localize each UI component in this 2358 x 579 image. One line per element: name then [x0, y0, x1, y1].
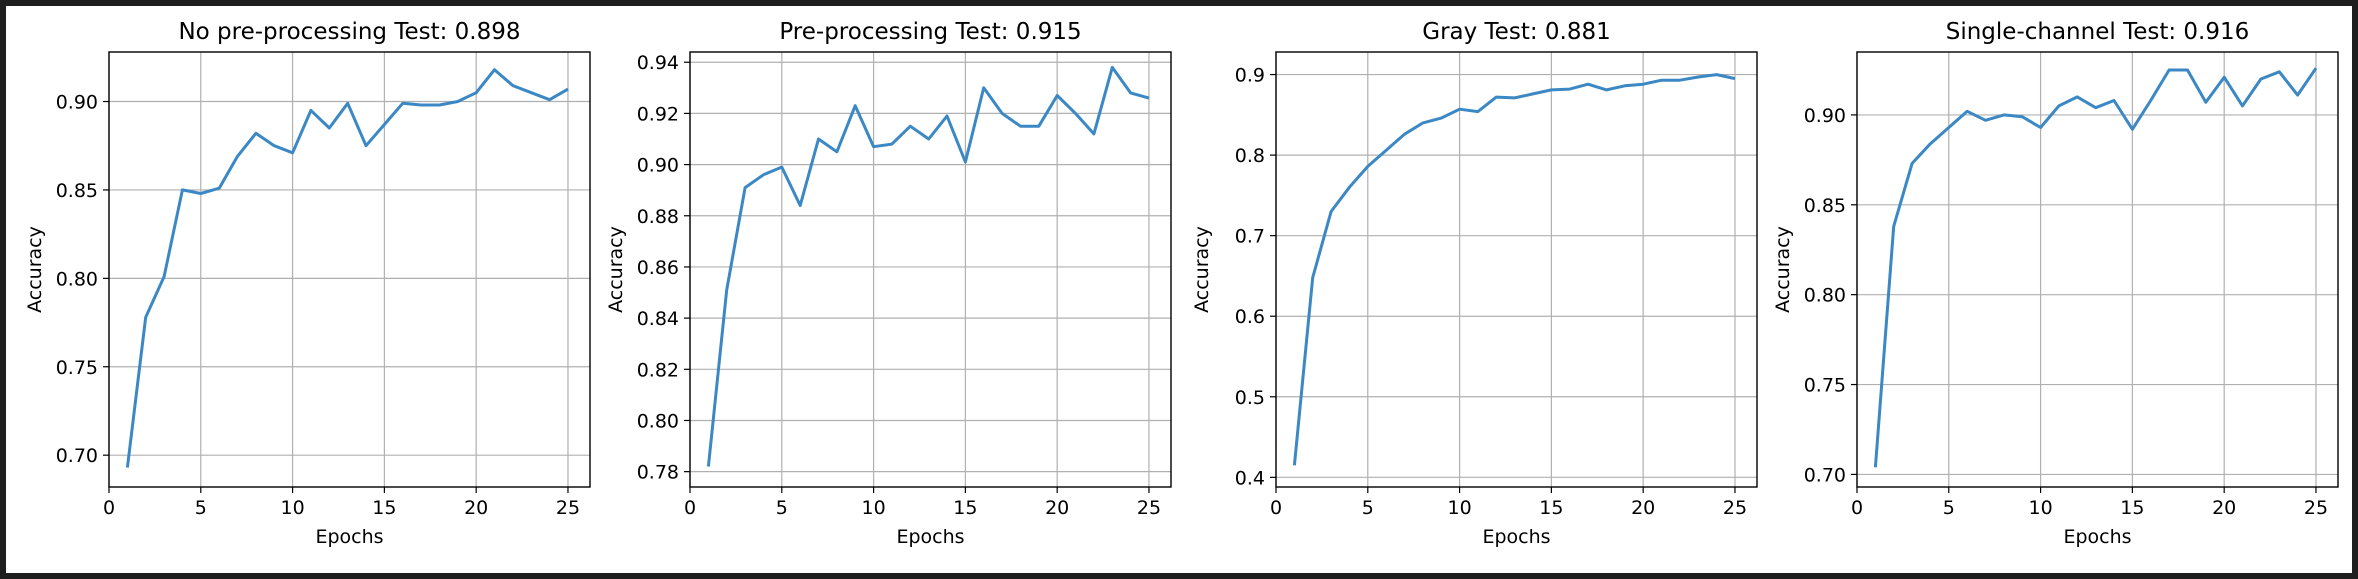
y-tick-label: 0.86: [637, 257, 679, 279]
x-tick-label: 20: [2212, 497, 2236, 519]
x-tick-label: 5: [195, 497, 207, 519]
y-tick-label: 0.85: [56, 180, 98, 202]
series-line: [706, 65, 1150, 467]
chart-panel-2: 0 5 10 15 20 25 0.78 0.80 0.82 0.84 0.86 0.88 0.90 0.…: [605, 19, 1172, 548]
y-tick-label: 0.80: [637, 410, 679, 432]
y-tick-label: 0.7: [1235, 226, 1265, 248]
x-tick-label: 10: [280, 497, 304, 519]
x-tick-label: 10: [861, 497, 885, 519]
x-tick-label: 0: [103, 497, 115, 519]
y-axis-label: Accuracy: [1191, 226, 1213, 313]
x-tick-label: 25: [556, 497, 580, 519]
plot-frame: [689, 51, 1172, 488]
y-tick-label: 0.90: [1804, 105, 1846, 127]
x-tick-label: 5: [1943, 497, 1955, 519]
chart-panel-1: 0 5 10 15 20 25 0.70 0.75 0.80 0.85 0.90 No pre-pro…: [24, 19, 591, 548]
chart-panel-3: 0 5 10 15 20 25 0.4 0.5 0.6 0.7 0.8 0.9 Gray Test: 0…: [1191, 19, 1758, 548]
figure: 0 5 10 15 20 25 0.70 0.75 0.80 0.85 0.90 No pre-pro…: [6, 6, 2352, 573]
x-tick-label: 15: [1539, 497, 1563, 519]
y-axis-label: Accuracy: [24, 226, 46, 313]
x-tick-label: 15: [372, 497, 396, 519]
plot-frame: [108, 51, 591, 488]
y-tick-label: 0.88: [637, 206, 679, 228]
x-tick-label: 0: [684, 497, 696, 519]
series-line: [1873, 67, 2318, 468]
y-tick-label: 0.70: [56, 445, 98, 467]
x-tick-label: 25: [1723, 497, 1747, 519]
series-line: [125, 68, 569, 468]
y-tick-label: 0.94: [637, 52, 679, 74]
x-tick-label: 10: [2028, 497, 2052, 519]
y-tick-label: 0.90: [56, 92, 98, 114]
y-tick-label: 0.70: [1804, 464, 1846, 486]
y-tick-label: 0.6: [1235, 306, 1265, 328]
series-line: [1292, 73, 1736, 466]
x-tick-label: 5: [776, 497, 788, 519]
chart-title: No pre-processing Test: 0.898: [178, 19, 520, 45]
x-axis-label: Epochs: [2063, 526, 2131, 548]
chart-title: Single-channel Test: 0.916: [1946, 19, 2250, 45]
y-tick-label: 0.75: [56, 357, 98, 379]
x-axis-label: Epochs: [1482, 526, 1550, 548]
y-tick-label: 0.82: [637, 359, 679, 381]
x-axis-label: Epochs: [896, 526, 964, 548]
x-tick-label: 20: [1045, 497, 1069, 519]
y-tick-label: 0.85: [1804, 195, 1846, 217]
chart-panel-4: 0 5 10 15 20 25 0.70 0.75 0.80 0.85 0.90 Single-cha…: [1772, 19, 2339, 548]
y-tick-label: 0.78: [637, 462, 679, 484]
x-tick-label: 5: [1362, 497, 1374, 519]
x-tick-label: 25: [1137, 497, 1161, 519]
y-tick-label: 0.84: [637, 308, 679, 330]
x-axis-label: Epochs: [315, 526, 383, 548]
x-tick-label: 20: [464, 497, 488, 519]
y-tick-label: 0.90: [637, 155, 679, 177]
y-tick-label: 0.92: [637, 103, 679, 125]
x-tick-label: 20: [1631, 497, 1655, 519]
plot-frame: [1856, 51, 2339, 488]
x-tick-label: 10: [1447, 497, 1471, 519]
y-axis-label: Accuracy: [1772, 226, 1794, 313]
x-tick-label: 0: [1270, 497, 1282, 519]
y-tick-label: 0.75: [1804, 375, 1846, 397]
y-tick-label: 0.80: [56, 268, 98, 290]
chart-title: Pre-processing Test: 0.915: [779, 19, 1081, 45]
y-tick-label: 0.80: [1804, 285, 1846, 307]
y-axis-label: Accuracy: [605, 226, 627, 313]
y-tick-label: 0.9: [1235, 65, 1265, 87]
x-tick-label: 25: [2304, 497, 2328, 519]
plot-frame: [1275, 51, 1758, 488]
y-tick-label: 0.4: [1235, 467, 1265, 489]
chart-title: Gray Test: 0.881: [1422, 19, 1611, 45]
x-tick-label: 15: [2120, 497, 2144, 519]
y-tick-label: 0.8: [1235, 145, 1265, 167]
x-tick-label: 0: [1851, 497, 1863, 519]
y-tick-label: 0.5: [1235, 387, 1265, 409]
x-tick-label: 15: [953, 497, 977, 519]
